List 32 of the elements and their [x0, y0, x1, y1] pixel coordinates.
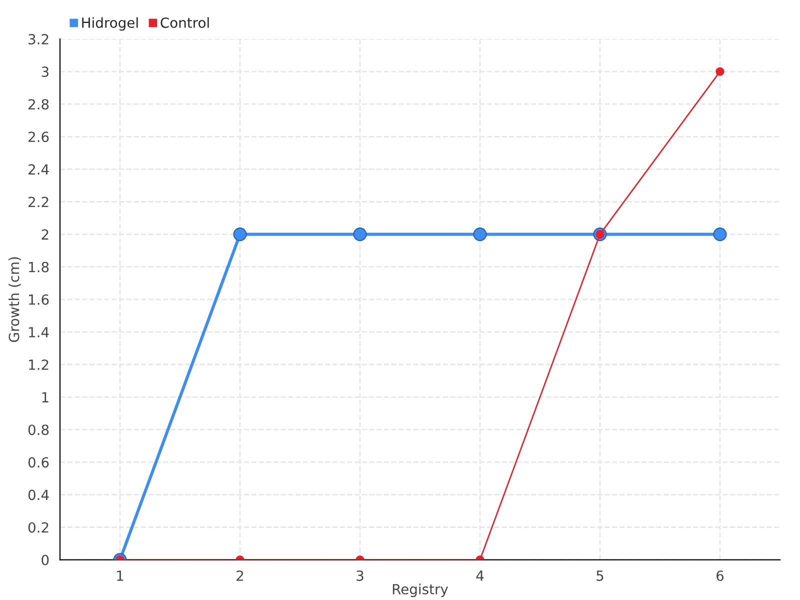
y-tick-label: 2.6	[28, 132, 49, 142]
x-tick-label: 6	[716, 570, 724, 581]
y-tick-label: 0.6	[28, 457, 49, 468]
y-tick-label: 3.2	[28, 34, 48, 44]
y-tick-label: 1.6	[29, 294, 49, 305]
y-tick-label: 1	[42, 392, 48, 402]
y-tick-label: 0.4	[28, 490, 49, 500]
y-tick-label: 2	[42, 229, 48, 240]
y-tick-label: 1.8	[29, 262, 49, 272]
x-axis-title: Registry	[392, 584, 448, 598]
y-tick-label: 1.2	[29, 359, 48, 370]
y-tick-label: 2.4	[28, 164, 49, 174]
x-tick-label: 3	[356, 570, 364, 581]
y-tick-label: 3	[42, 66, 48, 78]
point	[353, 228, 367, 242]
y-tick-label: 2.2	[28, 196, 48, 208]
y-tick-label: 2.8	[28, 99, 49, 110]
x-tick-label: 4	[476, 570, 484, 581]
point	[473, 228, 487, 242]
y-tick-label: 0.2	[28, 522, 48, 533]
point	[713, 228, 727, 242]
y-tick-label: 0.8	[28, 424, 49, 436]
y-axis-title: Growth (cm)	[8, 257, 21, 342]
x-tick-label: 1	[117, 570, 124, 581]
legend-label: Hidrogel	[82, 17, 138, 31]
point	[233, 228, 247, 242]
y-tick-label: 1.4	[29, 327, 49, 338]
x-tick-label: 5	[596, 570, 604, 581]
point	[716, 67, 724, 76]
legend-label: Control	[160, 17, 209, 28]
x-tick-label: 2	[236, 570, 244, 581]
y-tick-label: 0	[42, 554, 49, 566]
